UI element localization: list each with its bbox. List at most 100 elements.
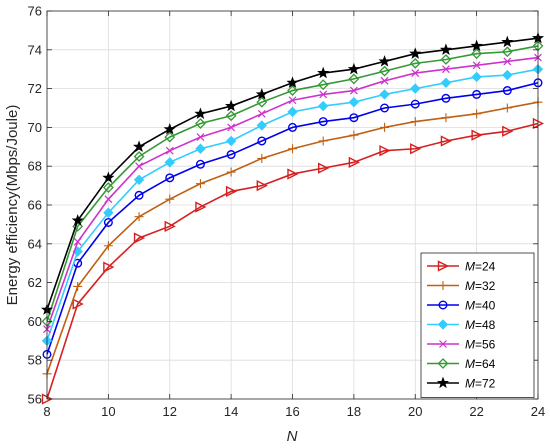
data-point: [164, 131, 176, 143]
data-point: [440, 54, 452, 65]
data-point: [503, 57, 512, 66]
legend: M=24M=32M=40M=48M=56M=64M=72: [420, 252, 535, 398]
legend-label-var: M: [465, 357, 475, 371]
legend-label: M=32: [465, 279, 496, 293]
data-point: [317, 100, 329, 112]
y-tick-label: 60: [28, 314, 42, 329]
legend-label-value: =40: [475, 299, 496, 313]
data-point: [440, 77, 452, 88]
data-point: [135, 162, 143, 171]
legend-label: M=48: [465, 318, 496, 332]
data-point: [378, 55, 391, 67]
data-point: [255, 88, 268, 100]
data-point: [410, 83, 421, 94]
data-point: [73, 237, 82, 246]
legend-label-var: M: [465, 318, 475, 332]
data-point: [133, 232, 146, 244]
data-point: [288, 96, 297, 105]
legend-label: M=64: [465, 357, 496, 371]
data-point: [502, 86, 512, 96]
data-point: [317, 66, 330, 79]
data-point: [256, 96, 268, 108]
x-tick-label: 12: [163, 404, 177, 419]
data-point: [409, 57, 421, 69]
y-tick-label: 66: [28, 198, 42, 213]
y-tick-label: 56: [28, 392, 42, 407]
data-point: [348, 156, 360, 168]
data-point: [163, 122, 176, 135]
data-point: [380, 76, 389, 85]
data-point: [165, 146, 174, 155]
legend-label: M=72: [465, 377, 496, 391]
data-point: [409, 47, 422, 59]
data-point: [471, 48, 483, 60]
data-point: [441, 113, 451, 123]
legend-label: M=24: [465, 260, 496, 274]
data-point: [225, 135, 237, 147]
x-tick-label: 18: [347, 404, 361, 419]
data-point: [348, 96, 360, 108]
series-m-40: [42, 78, 543, 359]
legend-label-value: =24: [475, 260, 496, 274]
x-tick-label: 16: [285, 404, 299, 419]
data-point: [73, 281, 83, 291]
data-point: [226, 167, 236, 177]
legend-label-var: M: [465, 299, 475, 313]
data-point: [317, 162, 330, 174]
data-point: [195, 179, 205, 189]
data-point: [348, 73, 360, 85]
series-line: [46, 122, 539, 400]
legend-swatch-marker: [436, 376, 450, 389]
data-point: [256, 179, 268, 192]
series-m-24: [41, 117, 545, 405]
data-point: [440, 135, 453, 147]
legend-label-var: M: [465, 377, 475, 391]
x-tick-label: 8: [43, 404, 50, 419]
data-point: [502, 125, 514, 137]
data-point: [472, 61, 481, 70]
data-point: [501, 35, 514, 48]
data-point: [502, 103, 512, 113]
y-tick-label: 68: [28, 159, 42, 174]
y-axis-label: Energy efficiency(Mbps/Joule): [4, 105, 21, 306]
data-point: [318, 117, 328, 127]
series-line: [46, 45, 539, 322]
y-tick-label: 58: [28, 353, 42, 368]
legend-label-var: M: [465, 338, 475, 352]
data-point: [257, 153, 267, 163]
data-point: [103, 207, 114, 218]
data-point: [379, 145, 391, 157]
legend-entry: M=56: [427, 338, 496, 352]
data-point: [227, 123, 236, 132]
data-point: [133, 151, 145, 162]
legend-swatch-marker: [437, 319, 449, 330]
data-point: [225, 99, 238, 112]
legend-label-value: =72: [475, 377, 496, 391]
data-point: [288, 144, 297, 154]
data-point: [165, 173, 175, 183]
y-tick-label: 72: [28, 81, 42, 96]
data-point: [286, 76, 299, 88]
data-point: [380, 122, 390, 132]
data-point: [472, 109, 482, 119]
legend-label: M=56: [465, 338, 496, 352]
data-point: [257, 109, 266, 118]
x-tick-label: 24: [531, 404, 545, 419]
data-point: [349, 86, 358, 95]
data-point: [195, 143, 206, 154]
data-point: [472, 89, 482, 99]
x-tick-label: 22: [469, 404, 483, 419]
data-point: [104, 195, 113, 204]
legend-label-value: =32: [475, 279, 496, 293]
data-point: [319, 90, 328, 99]
data-point: [72, 298, 84, 310]
legend-swatch-marker: [438, 300, 448, 310]
data-point: [442, 65, 450, 74]
data-point: [194, 107, 207, 119]
x-tick-label: 10: [101, 404, 115, 419]
data-point: [410, 99, 420, 109]
data-point: [288, 122, 298, 132]
legend-swatch-marker: [437, 358, 449, 369]
series-layer: [40, 31, 545, 405]
